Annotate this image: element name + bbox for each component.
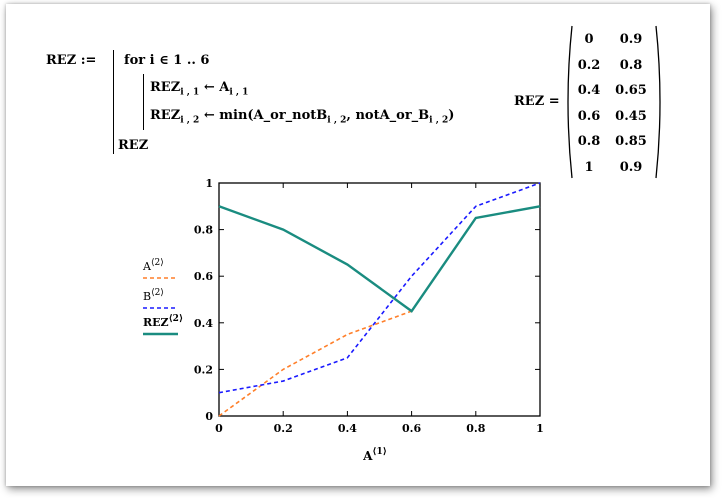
y-tick-label: 0.2 <box>194 363 213 376</box>
legend-label-sup: ⟨2⟩ <box>151 288 164 298</box>
y-tick-label: 0.8 <box>194 224 213 237</box>
matrix-cell: 0.2 <box>577 57 601 73</box>
program-bracket-inner <box>143 74 144 130</box>
matrix-cell: 0.4 <box>577 83 601 98</box>
matrix-cell: 0.8 <box>577 134 601 149</box>
matrix-cell: 1 <box>584 159 594 175</box>
result-label: REZ = <box>514 94 560 109</box>
matrix-row: 0.2 0.8 <box>566 58 662 84</box>
series-line-rez <box>218 205 541 313</box>
matrix-cell: 0.65 <box>615 83 647 98</box>
legend-label: A⟨2⟩ <box>142 258 164 273</box>
matrix-row: 0.6 0.45 <box>566 109 662 135</box>
x-tick-label: 0.2 <box>274 422 293 435</box>
x-axis-label-sup: ⟨1⟩ <box>372 447 387 457</box>
program-return-line: REZ <box>118 138 149 153</box>
y-tick-label: 0.6 <box>194 270 213 283</box>
matrix-row: 0 0.9 <box>566 32 662 58</box>
y-tick-label: 0.4 <box>194 317 213 330</box>
legend-label-sup: ⟨2⟩ <box>169 314 184 324</box>
program-assign-label: REZ := <box>46 53 97 68</box>
x-tick-label: 0.4 <box>338 422 357 435</box>
result-matrix: 0 0.9 0.2 0.8 0.4 0.65 0.6 0.45 0.8 0.85 1 0.9 <box>566 24 662 180</box>
y-tick-label: 0 <box>205 410 213 423</box>
plot-area-frame <box>218 182 541 417</box>
x-tick-label: 0.6 <box>402 422 421 435</box>
legend-label: B⟨2⟩ <box>143 288 164 303</box>
program-for-line: for i ∈ 1 .. 6 <box>124 53 210 68</box>
legend-label: REZ⟨2⟩ <box>143 314 183 329</box>
x-tick-label: 1 <box>536 422 544 435</box>
x-tick-label: 0 <box>215 422 223 435</box>
program-line2: REZi , 1 ← Ai , 1 <box>150 80 249 98</box>
matrix-row: 0.8 0.85 <box>566 134 662 160</box>
matrix-brackets <box>567 25 661 179</box>
program-bracket-outer <box>113 50 114 154</box>
matrix-cell: 0.45 <box>615 108 647 124</box>
matrix-cell: 0 <box>584 32 594 47</box>
worksheet-frame <box>6 4 710 486</box>
x-tick-label: 0.8 <box>466 422 485 435</box>
matrix-cell: 0.8 <box>619 57 643 73</box>
series-line-b <box>218 182 541 394</box>
x-axis-label: A⟨1⟩ <box>362 447 387 463</box>
program-line3: REZi , 2 ← min(A_or_notBi , 2, notA_or_B… <box>150 108 455 126</box>
matrix-cell: 0.9 <box>619 159 643 175</box>
matrix-row: 1 0.9 <box>566 160 662 186</box>
matrix-cell: 0.9 <box>619 32 643 47</box>
series-line-a <box>218 310 412 417</box>
y-tick-label: 1 <box>205 177 213 190</box>
legend-label-sup: ⟨2⟩ <box>151 258 164 268</box>
matrix-row: 0.4 0.65 <box>566 83 662 109</box>
matrix-cell: 0.85 <box>615 134 647 149</box>
matrix-cell: 0.6 <box>577 108 601 124</box>
